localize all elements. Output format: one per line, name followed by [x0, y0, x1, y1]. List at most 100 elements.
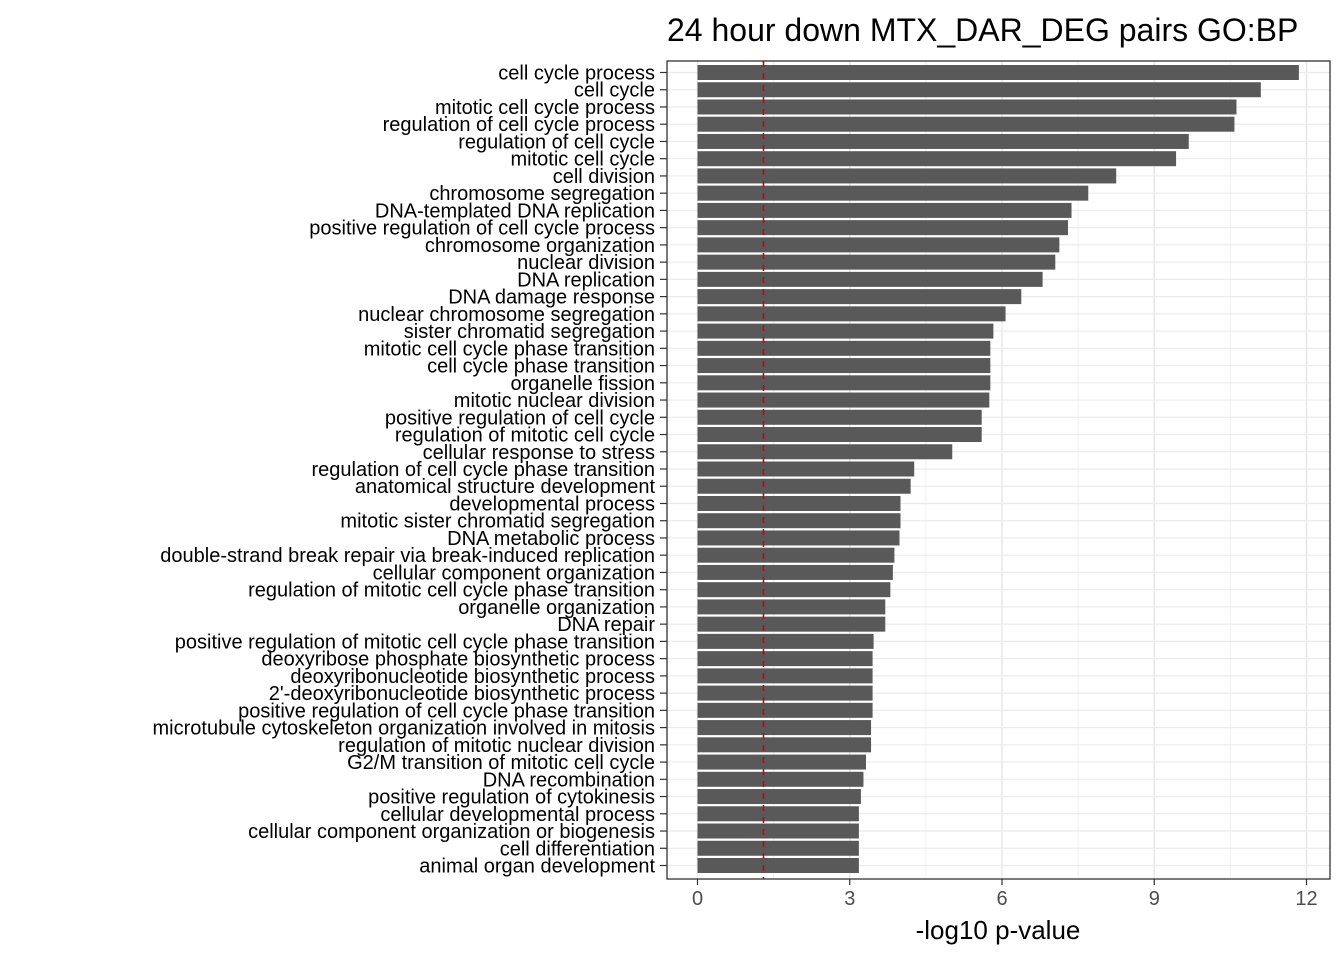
x-tick-label: 9	[1149, 888, 1160, 910]
bar	[697, 616, 886, 632]
bar	[697, 185, 1089, 201]
category-label: nuclear chromosome segregation	[358, 304, 655, 326]
category-label: nuclear division	[517, 252, 655, 274]
bar	[697, 461, 915, 477]
bar	[697, 702, 873, 718]
category-label: DNA recombination	[483, 769, 655, 791]
category-label: positive regulation of cell cycle	[385, 407, 655, 429]
category-label: regulation of mitotic nuclear division	[338, 735, 655, 757]
category-label: cellular developmental process	[380, 804, 655, 826]
category-label: chromosome segregation	[429, 183, 655, 205]
bars-group	[697, 65, 1299, 873]
category-label: cell cycle process	[498, 63, 655, 85]
bar	[697, 582, 891, 598]
bar	[697, 444, 953, 460]
category-label: cell cycle phase transition	[427, 356, 655, 378]
category-label: mitotic cell cycle process	[435, 97, 655, 119]
category-label: DNA-templated DNA replication	[375, 200, 655, 222]
category-label: double-strand break repair via break-ind…	[160, 545, 655, 567]
category-label: positive regulation of cell cycle proces…	[309, 218, 655, 240]
category-label: DNA damage response	[448, 287, 655, 309]
x-tick-label: 12	[1295, 888, 1317, 910]
bar	[697, 806, 859, 822]
bar	[697, 564, 893, 580]
x-axis-ticks: 0 3 6 9 12	[692, 879, 1318, 910]
category-label: microtubule cytoskeleton organization in…	[153, 718, 655, 740]
bar	[697, 271, 1043, 287]
x-tick-label: 0	[692, 888, 703, 910]
bar	[697, 547, 895, 563]
bar	[697, 789, 861, 805]
category-label: anatomical structure development	[355, 476, 656, 498]
bar	[697, 306, 1006, 322]
category-label: regulation of mitotic cell cycle	[395, 425, 655, 447]
bar	[697, 633, 874, 649]
bar	[697, 116, 1235, 132]
category-label: regulation of cell cycle process	[383, 114, 655, 136]
bar	[697, 392, 990, 408]
category-label: DNA repair	[557, 614, 655, 636]
category-label: cellular component organization or bioge…	[248, 821, 655, 843]
bar	[697, 599, 886, 615]
bar	[697, 495, 901, 511]
category-label: cellular component organization	[373, 562, 655, 584]
category-label: deoxyribonucleotide biosynthetic process	[290, 666, 655, 688]
bar	[697, 375, 991, 391]
category-label: regulation of cell cycle	[458, 131, 655, 153]
bar	[697, 823, 859, 839]
category-label: sister chromatid segregation	[404, 321, 655, 343]
bar	[697, 685, 873, 701]
bar	[697, 840, 859, 856]
category-label: mitotic cell cycle	[511, 149, 655, 171]
category-label: DNA replication	[517, 269, 655, 291]
bar	[697, 668, 873, 684]
bar	[697, 478, 911, 494]
bar	[697, 168, 1117, 184]
category-label: positive regulation of mitotic cell cycl…	[175, 631, 655, 653]
category-label: mitotic sister chromatid segregation	[340, 511, 655, 533]
plot-panel-border	[666, 60, 1331, 880]
category-label: positive regulation of cell cycle phase …	[238, 700, 655, 722]
category-label: mitotic cell cycle phase transition	[364, 338, 655, 360]
bar	[697, 340, 991, 356]
bar	[697, 323, 994, 339]
bar	[697, 427, 982, 443]
bar	[697, 737, 872, 753]
bar	[697, 99, 1237, 115]
bar	[697, 651, 873, 667]
category-label: mitotic nuclear division	[454, 390, 655, 412]
category-label: positive regulation of cytokinesis	[368, 787, 655, 809]
bar	[697, 513, 901, 529]
x-axis-title: -log10 p-value	[916, 915, 1081, 945]
bar	[697, 65, 1299, 80]
bar	[697, 409, 982, 425]
bar	[697, 358, 991, 374]
bar	[697, 237, 1060, 253]
category-label: chromosome organization	[425, 235, 655, 257]
category-label: organelle fission	[510, 373, 655, 395]
category-label: 2'-deoxyribonucleotide biosynthetic proc…	[269, 683, 655, 705]
bar	[697, 220, 1068, 236]
category-label: DNA metabolic process	[447, 528, 655, 550]
category-label: cell differentiation	[500, 838, 655, 860]
category-label: regulation of cell cycle phase transitio…	[311, 459, 655, 481]
bar	[697, 133, 1189, 149]
bar	[697, 289, 1022, 305]
category-label: regulation of mitotic cell cycle phase t…	[248, 580, 655, 602]
bar	[697, 82, 1261, 98]
chart-title: 24 hour down MTX_DAR_DEG pairs GO:BP	[667, 12, 1298, 48]
category-label: cell cycle	[574, 80, 655, 102]
bar	[697, 720, 872, 736]
bar	[697, 202, 1072, 218]
category-label: developmental process	[449, 493, 655, 515]
bar	[697, 858, 859, 873]
category-label: cell division	[553, 166, 655, 188]
category-label: animal organ development	[419, 856, 655, 878]
bar	[697, 754, 866, 770]
category-label: deoxyribose phosphate biosynthetic proce…	[261, 649, 655, 671]
x-tick-label: 6	[996, 888, 1007, 910]
x-tick-label: 3	[844, 888, 855, 910]
category-label: cellular response to stress	[423, 442, 655, 464]
